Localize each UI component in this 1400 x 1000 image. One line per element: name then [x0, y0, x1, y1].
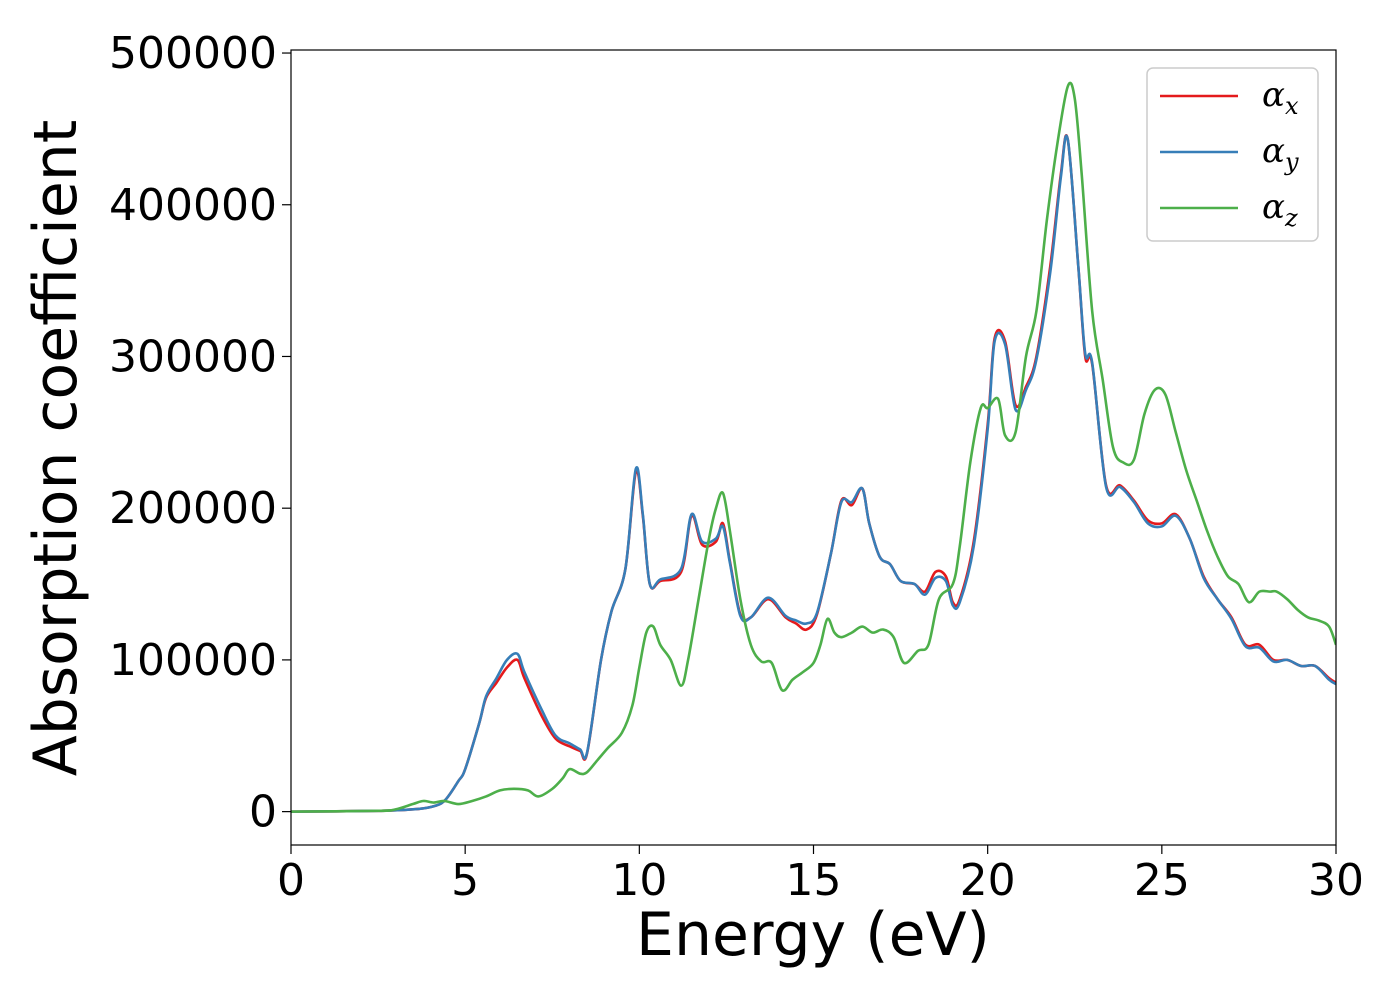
legend-label-z: αz [1262, 187, 1298, 232]
x-tick-label: 5 [451, 855, 479, 906]
legend-subscript: y [1284, 148, 1299, 176]
legend-label-y: αy [1262, 131, 1299, 176]
legend-symbol: α [1262, 131, 1285, 171]
y-axis-label: Absorption coefficient [21, 120, 91, 777]
legend-symbol: α [1262, 187, 1285, 227]
legend-subscript: x [1285, 92, 1299, 120]
y-tick-label: 300000 [109, 331, 277, 382]
series-line-y [291, 134, 1336, 813]
legend-label-x: αx [1262, 75, 1299, 120]
series-layer [291, 81, 1336, 813]
x-axis-label: Energy (eV) [636, 900, 990, 970]
y-axis-ticks: 0 100000 200000 300000 400000 500000 [109, 28, 291, 838]
x-tick-label: 20 [960, 855, 1016, 906]
x-tick-label: 0 [277, 855, 305, 906]
x-tick-label: 10 [611, 855, 667, 906]
legend-box [1146, 67, 1319, 242]
legend-symbol: α [1262, 75, 1285, 115]
x-axis-ticks: 0 5 10 15 20 25 30 [277, 845, 1364, 906]
x-tick-label: 30 [1308, 855, 1364, 906]
y-tick-label: 200000 [109, 483, 277, 534]
x-tick-label: 25 [1134, 855, 1190, 906]
y-tick-label: 0 [249, 787, 277, 838]
y-tick-label: 500000 [109, 28, 277, 79]
y-tick-label: 100000 [109, 635, 277, 686]
legend-subscript: z [1284, 204, 1298, 232]
series-line-z [291, 81, 1336, 813]
y-tick-label: 400000 [109, 180, 277, 231]
x-tick-label: 15 [786, 855, 842, 906]
